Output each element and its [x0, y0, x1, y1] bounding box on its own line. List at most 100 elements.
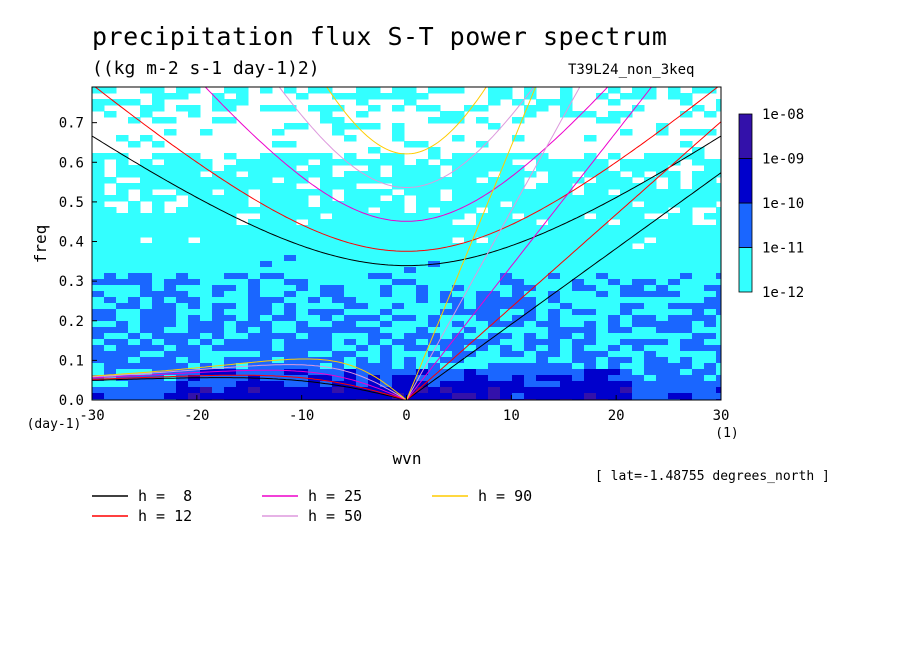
- power-cell: [176, 165, 189, 172]
- power-cell: [644, 267, 657, 274]
- power-cell: [260, 303, 273, 310]
- power-cell: [464, 285, 477, 292]
- power-cell: [128, 237, 141, 244]
- power-cell: [464, 363, 477, 370]
- power-cell: [668, 339, 681, 346]
- power-cell: [188, 321, 201, 328]
- power-cell: [476, 243, 489, 250]
- power-cell: [212, 231, 225, 238]
- power-cell: [200, 231, 213, 238]
- power-cell: [260, 393, 273, 400]
- power-cell: [140, 381, 153, 388]
- power-cell: [356, 111, 369, 118]
- power-cell: [596, 357, 609, 364]
- power-cell: [716, 225, 721, 232]
- power-cell: [716, 171, 721, 178]
- power-cell: [440, 309, 453, 316]
- power-cell: [644, 255, 657, 262]
- power-cell: [128, 339, 141, 346]
- power-cell: [368, 303, 381, 310]
- power-cell: [404, 249, 417, 256]
- power-cell: [356, 123, 369, 130]
- power-cell: [536, 381, 549, 388]
- power-cell: [584, 207, 597, 214]
- power-cell: [344, 243, 357, 250]
- power-cell: [692, 333, 705, 340]
- power-cell: [128, 207, 141, 214]
- power-cell: [476, 219, 489, 226]
- power-cell: [260, 255, 273, 262]
- power-cell: [128, 141, 141, 148]
- power-cell: [224, 291, 237, 298]
- power-cell: [224, 165, 237, 172]
- power-cell: [224, 201, 237, 208]
- power-cell: [416, 315, 429, 322]
- power-cell: [560, 213, 573, 220]
- power-cell: [284, 309, 297, 316]
- power-cell: [716, 303, 721, 310]
- power-cell: [344, 213, 357, 220]
- power-cell: [464, 177, 477, 184]
- power-cell: [716, 279, 721, 286]
- power-cell: [548, 279, 561, 286]
- power-cell: [608, 267, 621, 274]
- power-cell: [176, 225, 189, 232]
- power-cell: [716, 315, 721, 322]
- power-cell: [200, 375, 213, 382]
- power-cell: [236, 387, 249, 394]
- power-cell: [608, 363, 621, 370]
- power-cell: [464, 231, 477, 238]
- power-cell: [272, 225, 285, 232]
- power-cell: [188, 261, 201, 268]
- power-cell: [332, 291, 345, 298]
- power-cell: [452, 207, 465, 214]
- power-cell: [152, 327, 165, 334]
- power-cell: [152, 387, 165, 394]
- power-cell: [704, 201, 717, 208]
- power-cell: [200, 249, 213, 256]
- power-cell: [92, 315, 105, 322]
- power-cell: [116, 225, 129, 232]
- power-cell: [536, 279, 549, 286]
- power-cell: [704, 327, 717, 334]
- power-cell: [308, 393, 321, 400]
- power-cell: [584, 345, 597, 352]
- power-cell: [296, 201, 309, 208]
- power-cell: [656, 363, 669, 370]
- power-cell: [668, 201, 681, 208]
- power-cell: [644, 219, 657, 226]
- power-cell: [488, 237, 501, 244]
- power-cell: [680, 237, 693, 244]
- power-cell: [116, 303, 129, 310]
- power-cell: [500, 357, 513, 364]
- power-cell: [584, 285, 597, 292]
- power-cell: [368, 381, 381, 388]
- power-cell: [632, 213, 645, 220]
- power-cell: [248, 177, 261, 184]
- power-cell: [344, 321, 357, 328]
- power-cell: [392, 357, 405, 364]
- power-cell: [488, 87, 501, 94]
- power-cell: [524, 333, 537, 340]
- power-cell: [656, 375, 669, 382]
- power-cell: [392, 279, 405, 286]
- power-cell: [692, 363, 705, 370]
- power-cell: [416, 171, 429, 178]
- power-cell: [548, 249, 561, 256]
- power-cell: [284, 243, 297, 250]
- power-cell: [332, 219, 345, 226]
- power-cell: [344, 177, 357, 184]
- power-cell: [416, 297, 429, 304]
- power-cell: [224, 243, 237, 250]
- power-cell: [164, 393, 177, 400]
- power-cell: [200, 393, 213, 400]
- power-cell: [284, 321, 297, 328]
- power-cell: [428, 105, 441, 112]
- power-cell: [224, 207, 237, 214]
- power-cell: [620, 219, 633, 226]
- power-cell: [164, 309, 177, 316]
- power-cell: [404, 357, 417, 364]
- power-cell: [680, 363, 693, 370]
- power-cell: [248, 261, 261, 268]
- power-cell: [176, 273, 189, 280]
